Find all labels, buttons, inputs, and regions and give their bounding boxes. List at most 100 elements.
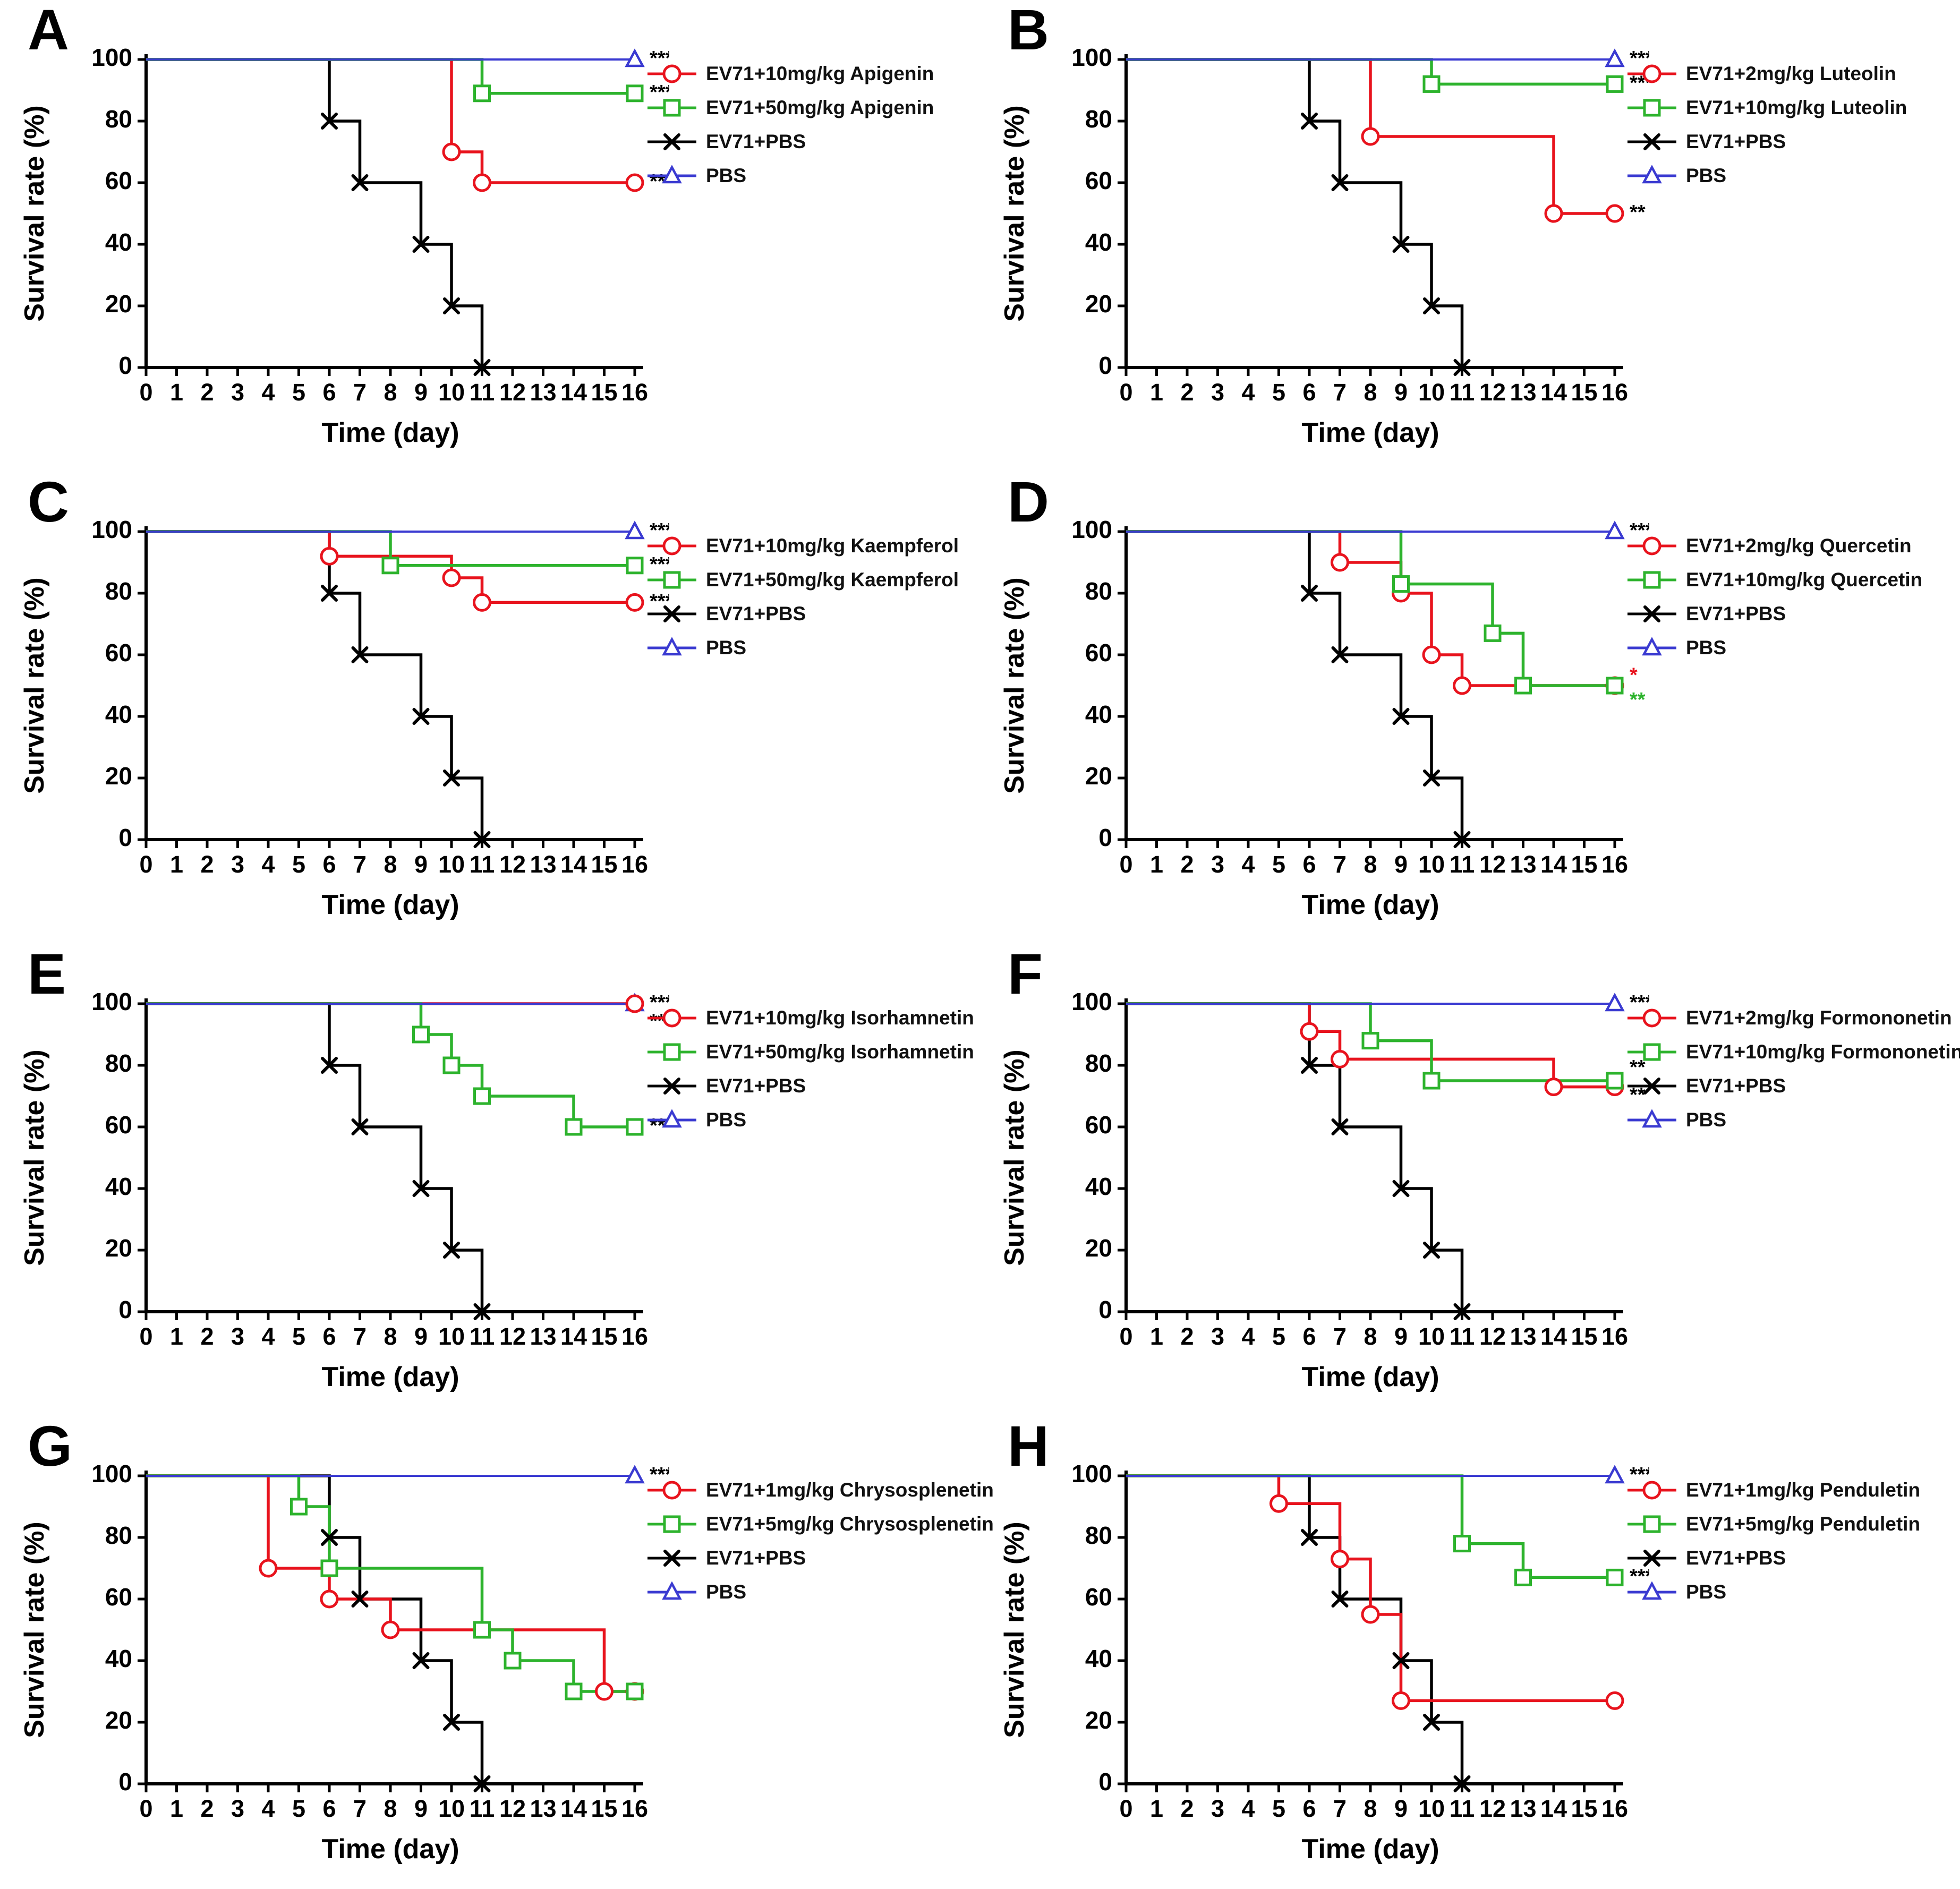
x-marker-icon bbox=[1331, 646, 1349, 663]
legend-triangle-symbol bbox=[647, 1109, 696, 1128]
x-tick-label: 12 bbox=[1479, 1323, 1506, 1350]
legend-item: PBS bbox=[645, 637, 959, 659]
panel-D: D 0 20 40 60 80 100 0 1 2 3 4 5 6 7 8 9 10 11 12 13 14 15 16 Sur… bbox=[980, 472, 1960, 944]
y-tick-label: 20 bbox=[1085, 1234, 1112, 1262]
x-tick-label: 11 bbox=[1450, 851, 1475, 878]
legend-circle-symbol bbox=[647, 1481, 696, 1500]
square-marker-icon bbox=[1643, 571, 1661, 589]
legend-item: PBS bbox=[645, 1109, 974, 1131]
x-tick-label: 16 bbox=[1601, 379, 1628, 406]
legend-item: PBS bbox=[1625, 165, 1907, 187]
x-marker-icon bbox=[1392, 1180, 1410, 1197]
square-marker-icon bbox=[473, 84, 491, 102]
y-tick-label: 0 bbox=[1098, 1768, 1112, 1796]
x-marker-icon bbox=[443, 1714, 460, 1731]
x-tick-label: 13 bbox=[530, 851, 556, 878]
circle-marker-icon bbox=[1361, 1605, 1380, 1624]
legend-label: EV71+PBS bbox=[1686, 1547, 1786, 1569]
square-marker-icon bbox=[1422, 1072, 1441, 1090]
curve-black bbox=[1126, 58, 1615, 369]
square-marker-icon bbox=[626, 1118, 644, 1136]
legend-item: EV71+2mg/kg Luteolin bbox=[1625, 63, 1907, 85]
triangle-marker-icon bbox=[625, 48, 645, 67]
legend-x-symbol bbox=[1627, 133, 1676, 150]
square-marker-icon bbox=[1606, 1072, 1624, 1090]
legend-circle-symbol bbox=[1627, 64, 1676, 83]
x-marker-icon bbox=[351, 646, 369, 663]
legend-circle-symbol bbox=[647, 1008, 696, 1028]
x-marker-icon bbox=[1331, 1591, 1349, 1608]
significance-stars: * bbox=[1630, 664, 1638, 687]
significance-stars: ** bbox=[650, 1115, 666, 1137]
x-tick-label: 10 bbox=[1418, 1795, 1445, 1822]
x-marker-icon bbox=[663, 133, 680, 150]
curve-red bbox=[146, 1474, 635, 1693]
legend-circle-symbol bbox=[1627, 1481, 1676, 1500]
x-tick-label: 14 bbox=[1540, 1323, 1567, 1350]
legend-item: PBS bbox=[1625, 1109, 1960, 1131]
x-marker-icon bbox=[473, 359, 491, 376]
y-tick-label: 100 bbox=[1071, 44, 1112, 71]
x-marker-icon bbox=[321, 1529, 338, 1546]
circle-marker-icon bbox=[1331, 1049, 1349, 1069]
circle-marker-icon bbox=[1331, 1550, 1349, 1569]
x-tick-label: 13 bbox=[530, 379, 556, 406]
legend-x-symbol bbox=[647, 1550, 696, 1567]
panel-label: E bbox=[28, 942, 66, 1006]
x-marker-icon bbox=[1643, 605, 1660, 622]
x-marker-icon bbox=[321, 585, 338, 602]
circle-marker-icon bbox=[259, 1559, 278, 1578]
legend-item: PBS bbox=[645, 165, 934, 187]
panel-F: F 0 20 40 60 80 100 0 1 2 3 4 5 6 7 8 9 10 11 12 13 14 15 16 Sur… bbox=[980, 944, 1960, 1416]
legend-item: EV71+50mg/kg Isorhamnetin bbox=[645, 1041, 974, 1063]
square-marker-icon bbox=[1392, 575, 1410, 593]
x-marker-icon bbox=[443, 297, 460, 314]
x-tick-label: 5 bbox=[1272, 851, 1285, 878]
x-marker-icon bbox=[1301, 1057, 1318, 1074]
x-tick-label: 14 bbox=[560, 851, 587, 878]
x-tick-label: 10 bbox=[438, 1795, 465, 1822]
y-tick-label: 20 bbox=[105, 1706, 132, 1734]
legend-triangle-symbol bbox=[1627, 637, 1676, 656]
x-tick-label: 2 bbox=[200, 1323, 214, 1350]
legend-label: PBS bbox=[706, 1581, 747, 1603]
legend: EV71+1mg/kg Chrysosplenetin EV71+5mg/kg C… bbox=[645, 1479, 994, 1603]
x-tick-label: 6 bbox=[1302, 1323, 1316, 1350]
y-tick-label: 0 bbox=[118, 824, 132, 851]
legend-label: EV71+PBS bbox=[1686, 1075, 1786, 1097]
y-tick-label: 40 bbox=[1085, 1645, 1112, 1672]
x-tick-label: 8 bbox=[384, 1795, 397, 1822]
x-marker-icon bbox=[1423, 297, 1440, 314]
x-tick-label: 13 bbox=[530, 1795, 556, 1822]
x-tick-label: 14 bbox=[560, 1323, 587, 1350]
significance-stars: *** bbox=[1630, 519, 1649, 542]
triangle-marker-icon bbox=[1605, 520, 1625, 540]
x-tick-label: 7 bbox=[1333, 1795, 1347, 1822]
legend-label: PBS bbox=[1686, 637, 1727, 659]
x-marker-icon bbox=[1423, 770, 1440, 787]
y-tick-label: 60 bbox=[1085, 639, 1112, 666]
legend-circle-symbol bbox=[647, 536, 696, 555]
legend-item: EV71+2mg/kg Quercetin bbox=[1625, 535, 1922, 557]
legend-item: PBS bbox=[1625, 637, 1922, 659]
x-marker-icon bbox=[1423, 1714, 1440, 1731]
legend-square-symbol bbox=[1627, 571, 1676, 589]
curve-green bbox=[146, 1002, 635, 1129]
x-tick-label: 15 bbox=[1571, 379, 1597, 406]
square-marker-icon bbox=[442, 1056, 461, 1074]
legend-label: EV71+2mg/kg Luteolin bbox=[1686, 63, 1896, 84]
curve-green bbox=[146, 58, 635, 95]
x-tick-label: 0 bbox=[139, 1795, 152, 1822]
x-marker-icon bbox=[663, 1550, 680, 1567]
legend: EV71+2mg/kg Quercetin EV71+10mg/kg Querce… bbox=[1625, 535, 1922, 659]
y-tick-label: 40 bbox=[105, 1645, 132, 1672]
x-tick-label: 7 bbox=[1333, 851, 1347, 878]
x-tick-label: 14 bbox=[560, 1795, 587, 1822]
x-tick-label: 3 bbox=[1211, 851, 1224, 878]
x-tick-label: 16 bbox=[1601, 1795, 1628, 1822]
circle-marker-icon bbox=[662, 1008, 681, 1028]
legend-item: EV71+PBS bbox=[645, 1547, 994, 1569]
x-axis-label: Time (day) bbox=[1301, 417, 1439, 448]
